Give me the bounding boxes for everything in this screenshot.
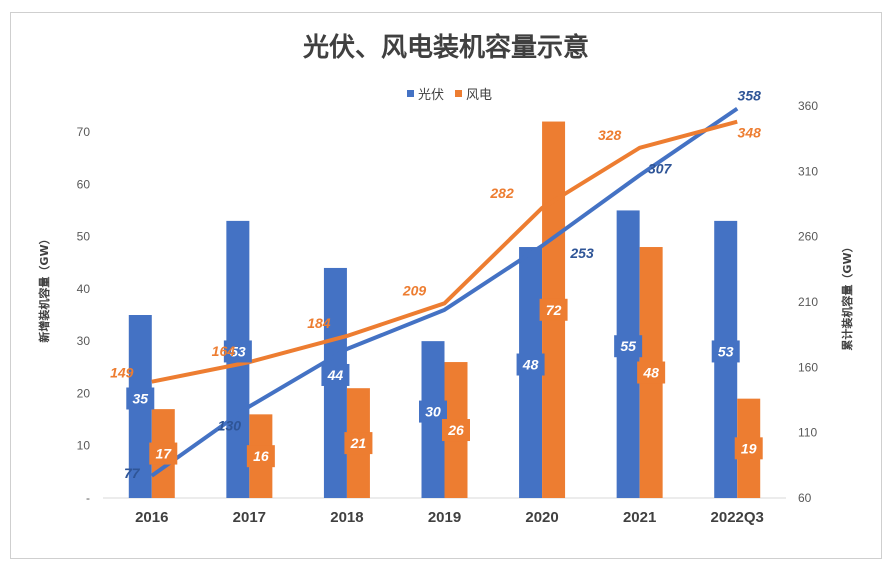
line-value-label: 130 xyxy=(218,418,242,434)
y-right-tick-label: 210 xyxy=(798,295,818,309)
bar-label-box xyxy=(223,340,252,363)
y-axis-right-label: 累计装机容量（GW） xyxy=(840,241,854,350)
y-left-tick-label: 40 xyxy=(77,282,91,296)
line-value-label: 253 xyxy=(569,245,594,261)
bar-label-box xyxy=(149,442,178,465)
bar-label-box xyxy=(246,445,275,468)
y-left-tick-label: - xyxy=(86,491,90,505)
bar-label-box xyxy=(734,437,763,460)
x-tick-label: 2021 xyxy=(623,509,656,526)
line-value-label: 282 xyxy=(489,185,514,201)
bar-label-box xyxy=(442,419,470,442)
bar-label-box xyxy=(711,340,740,363)
legend-swatch-wind xyxy=(455,90,462,97)
bar-value-label: 19 xyxy=(741,440,757,456)
bar-value-label: 53 xyxy=(230,343,246,359)
line-value-label: 209 xyxy=(402,282,427,298)
y-right-tick-label: 160 xyxy=(798,360,818,374)
bar-value-label: 35 xyxy=(132,391,148,407)
bar-value-label: 16 xyxy=(253,448,269,464)
bar-value-label: 72 xyxy=(546,302,562,318)
bar-label-box xyxy=(614,335,643,358)
x-tick-label: 2016 xyxy=(135,509,168,526)
line-value-label: 307 xyxy=(648,160,673,176)
line-labels: 77 130 253 307 358 149 164 184 209 282 328 348 xyxy=(110,88,761,481)
y-right-tick-label: 60 xyxy=(798,491,812,505)
line-value-label: 164 xyxy=(212,343,236,359)
x-tick-label: 2022Q3 xyxy=(711,509,764,526)
bar-value-label: 44 xyxy=(327,367,344,383)
solar-cumulative-line xyxy=(150,106,739,478)
y-axis-right: 60 110 160 210 260 310 360 xyxy=(798,99,818,505)
bar-label-box xyxy=(516,353,545,376)
bar-labels: 35 53 44 30 48 55 53 17 16 21 26 72 48 19 xyxy=(126,298,763,468)
legend-swatch-solar xyxy=(407,90,414,97)
line-value-label: 184 xyxy=(307,315,331,331)
legend-label-solar: 光伏 xyxy=(418,88,444,103)
y-left-tick-label: 70 xyxy=(77,125,91,139)
bar-label-box xyxy=(539,298,568,321)
bar-value-label: 17 xyxy=(155,446,172,462)
line-value-label: 328 xyxy=(598,127,622,143)
y-right-tick-label: 360 xyxy=(798,99,818,113)
line-value-label: 149 xyxy=(110,365,134,381)
bar-value-label: 55 xyxy=(620,338,636,354)
legend: 光伏 风电 xyxy=(407,88,492,103)
bar-label-box xyxy=(637,361,666,384)
bar-value-label: 53 xyxy=(718,343,734,359)
y-left-tick-label: 50 xyxy=(77,230,91,244)
y-axis-left: - 10 20 30 40 50 60 70 xyxy=(77,125,91,505)
bar-label-box xyxy=(126,387,155,410)
y-right-tick-label: 110 xyxy=(798,426,817,440)
x-axis: 2016 2017 2018 2019 2020 2021 2022Q3 xyxy=(135,509,764,526)
bar-label-box xyxy=(321,363,350,386)
y-left-tick-label: 20 xyxy=(77,386,91,400)
bar-value-label: 48 xyxy=(642,365,659,381)
bar-value-label: 30 xyxy=(425,404,441,420)
x-tick-label: 2018 xyxy=(330,509,363,526)
y-right-tick-label: 260 xyxy=(798,230,818,244)
x-tick-label: 2019 xyxy=(428,509,461,526)
y-left-tick-label: 30 xyxy=(77,334,91,348)
y-left-tick-label: 60 xyxy=(77,177,91,191)
bar-label-box xyxy=(419,400,447,423)
legend-label-wind: 风电 xyxy=(466,88,492,103)
line-value-label: 348 xyxy=(738,125,762,141)
bar-value-label: 26 xyxy=(447,422,464,438)
chart-title: 光伏、风电装机容量示意 xyxy=(302,32,589,63)
x-tick-label: 2017 xyxy=(233,509,266,526)
y-left-tick-label: 10 xyxy=(77,439,91,453)
bar-value-label: 48 xyxy=(522,357,539,373)
line-value-label: 358 xyxy=(738,88,762,104)
bar-label-box xyxy=(344,432,373,455)
y-axis-left-label: 新增装机容量（GW） xyxy=(37,233,51,342)
y-right-tick-label: 310 xyxy=(798,164,818,178)
x-tick-label: 2020 xyxy=(525,509,558,526)
bar-value-label: 21 xyxy=(350,435,367,451)
line-value-label: 77 xyxy=(124,465,141,481)
